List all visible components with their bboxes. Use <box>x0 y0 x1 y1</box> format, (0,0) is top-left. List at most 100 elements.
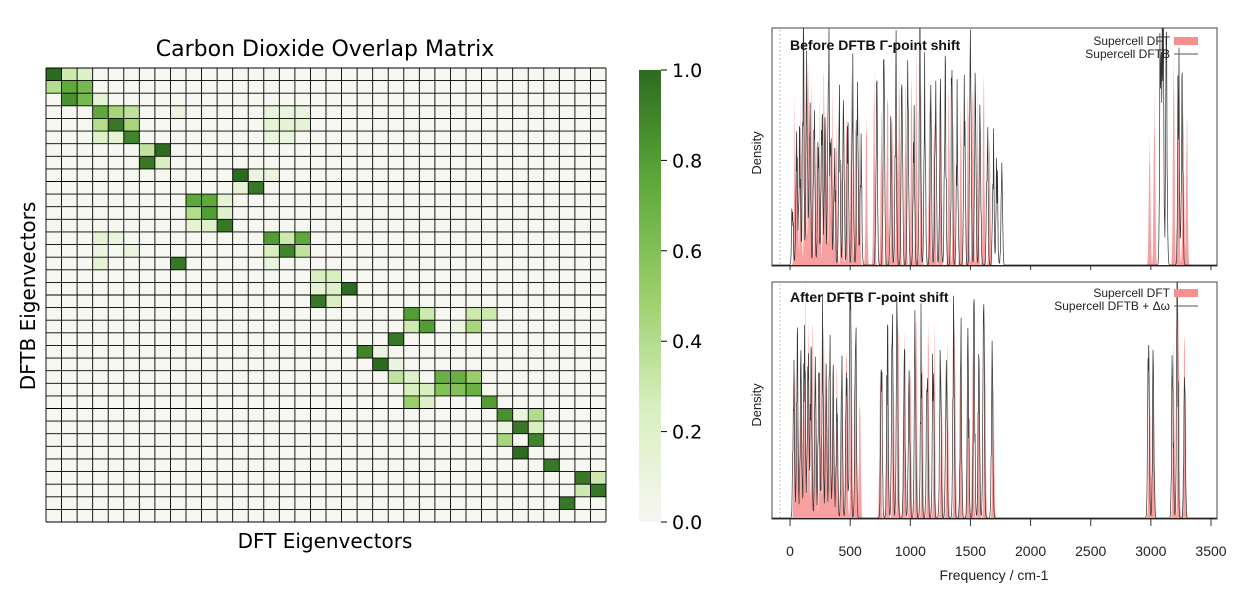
heatmap-cell <box>123 118 140 132</box>
heatmap-cell <box>326 282 342 295</box>
frequency-tick-label: 3500 <box>1195 543 1226 559</box>
heatmap-cell <box>403 383 420 396</box>
heatmap-cell <box>92 105 109 119</box>
spectrum-after-panel: After DFTB Γ-point shift Supercell DFT S… <box>749 281 1218 520</box>
heatmap-cell <box>466 370 482 384</box>
heatmap-cell <box>419 383 435 396</box>
heatmap-cell <box>372 345 389 359</box>
frequency-tick-label: 3000 <box>1135 543 1166 559</box>
heatmap-cell <box>46 68 62 81</box>
heatmap-cell <box>310 295 326 308</box>
heatmap-cell <box>403 370 420 384</box>
legend-before-dftb-label: Supercell DFTB <box>1085 47 1170 61</box>
heatmap-cell <box>574 484 591 497</box>
heatmap-cell <box>419 395 435 409</box>
heatmap-cell <box>46 80 62 94</box>
heatmap-cell <box>217 219 233 232</box>
heatmap-cell <box>263 168 280 182</box>
heatmap-cell <box>279 244 295 258</box>
heatmap-cell <box>154 156 171 169</box>
heatmap-cell <box>450 320 466 333</box>
heatmap-cell <box>590 471 606 485</box>
legend-after-dftb-label: Supercell DFTB + Δω <box>1054 299 1170 313</box>
heatmap-cell <box>92 257 109 270</box>
heatmap-cell <box>466 307 482 321</box>
heatmap-cell <box>279 105 295 119</box>
heatmap-cell <box>372 358 389 371</box>
heatmap-cell <box>419 307 435 321</box>
spectrum-after-y-label: Density <box>749 383 764 427</box>
colorbar-ticks: 0.0 0.2 0.4 0.6 0.8 1.0 <box>661 60 702 534</box>
heatmap-cell <box>466 320 482 333</box>
heatmap-cell <box>403 320 420 333</box>
heatmap-cell <box>201 219 218 232</box>
heatmap-x-label: DFT Eigenvectors <box>238 529 413 553</box>
heatmap-cell <box>543 458 560 472</box>
frequency-tick-label: 500 <box>838 543 862 559</box>
colorbar-tick-label: 0.4 <box>672 331 702 353</box>
heatmap-cell <box>123 244 140 258</box>
heatmap-cell <box>123 131 140 144</box>
heatmap-cell <box>294 118 311 132</box>
colorbar-gradient <box>639 70 661 522</box>
heatmap-cell <box>403 307 420 321</box>
heatmap-cell <box>310 269 326 283</box>
colorbar-tick-label: 0.0 <box>672 512 702 534</box>
heatmap-cell <box>294 244 311 258</box>
heatmap-cell <box>528 433 544 447</box>
heatmap-cell <box>108 105 124 119</box>
heatmap-cell <box>388 358 404 371</box>
heatmap-cell <box>341 282 358 295</box>
heatmap-cell <box>481 307 498 321</box>
heatmap-cell <box>434 370 451 384</box>
heatmap-cell <box>108 231 124 245</box>
heatmap-cell <box>450 370 466 384</box>
heatmap-cell <box>481 395 498 409</box>
heatmap-cell <box>186 206 202 220</box>
heatmap-cell <box>450 383 466 396</box>
frequency-tick-label: 1500 <box>955 543 986 559</box>
heatmap-cell <box>217 194 233 207</box>
heatmap-cell <box>92 231 109 245</box>
heatmap-cell <box>466 383 482 396</box>
heatmap-cell <box>559 496 575 510</box>
spectrum-after-title: After DFTB Γ-point shift <box>790 289 949 305</box>
frequency-tick-label: 0 <box>786 543 794 559</box>
heatmap-cell <box>92 118 109 132</box>
legend-before-dft-swatch <box>1174 37 1198 45</box>
heatmap-cell <box>92 131 109 144</box>
heatmap-cell <box>248 181 264 195</box>
frequency-tick-label: 2000 <box>1015 543 1046 559</box>
heatmap-cell <box>263 105 280 119</box>
heatmap-cell <box>92 244 109 258</box>
heatmap-cell <box>77 80 93 94</box>
heatmap-cell <box>186 219 202 232</box>
frequency-axis: 0 500 1000 1500 2000 2500 3000 3500 <box>786 266 1227 559</box>
heatmap-cell <box>326 269 342 283</box>
heatmap-cell <box>512 408 529 422</box>
heatmap-cell <box>217 206 233 220</box>
heatmap-y-label: DFTB Eigenvectors <box>16 202 40 391</box>
overlap-matrix-panel: Carbon Dioxide Overlap Matrix DFT Eigenv… <box>16 37 607 553</box>
heatmap-cell <box>279 131 295 144</box>
heatmap-cell <box>77 68 93 81</box>
heatmap-cell <box>279 118 295 132</box>
heatmap-cell <box>108 131 124 144</box>
heatmap-cell <box>294 231 311 245</box>
heatmap-cell <box>434 383 451 396</box>
heatmap-cell <box>263 257 280 270</box>
heatmap-cell <box>528 421 544 434</box>
heatmap-cell <box>497 408 513 422</box>
heatmap-cell <box>388 332 404 346</box>
heatmap-cell <box>186 194 202 207</box>
heatmap-grid <box>45 67 607 523</box>
legend-after-dft-swatch <box>1174 289 1198 297</box>
legend-after-dft-label: Supercell DFT <box>1093 286 1170 300</box>
heatmap-cell <box>326 295 342 308</box>
heatmap-cell <box>154 143 171 157</box>
heatmap-cell <box>123 105 140 119</box>
heatmap-cell <box>61 93 78 106</box>
heatmap-cell <box>92 93 109 106</box>
heatmap-cell <box>357 345 373 359</box>
